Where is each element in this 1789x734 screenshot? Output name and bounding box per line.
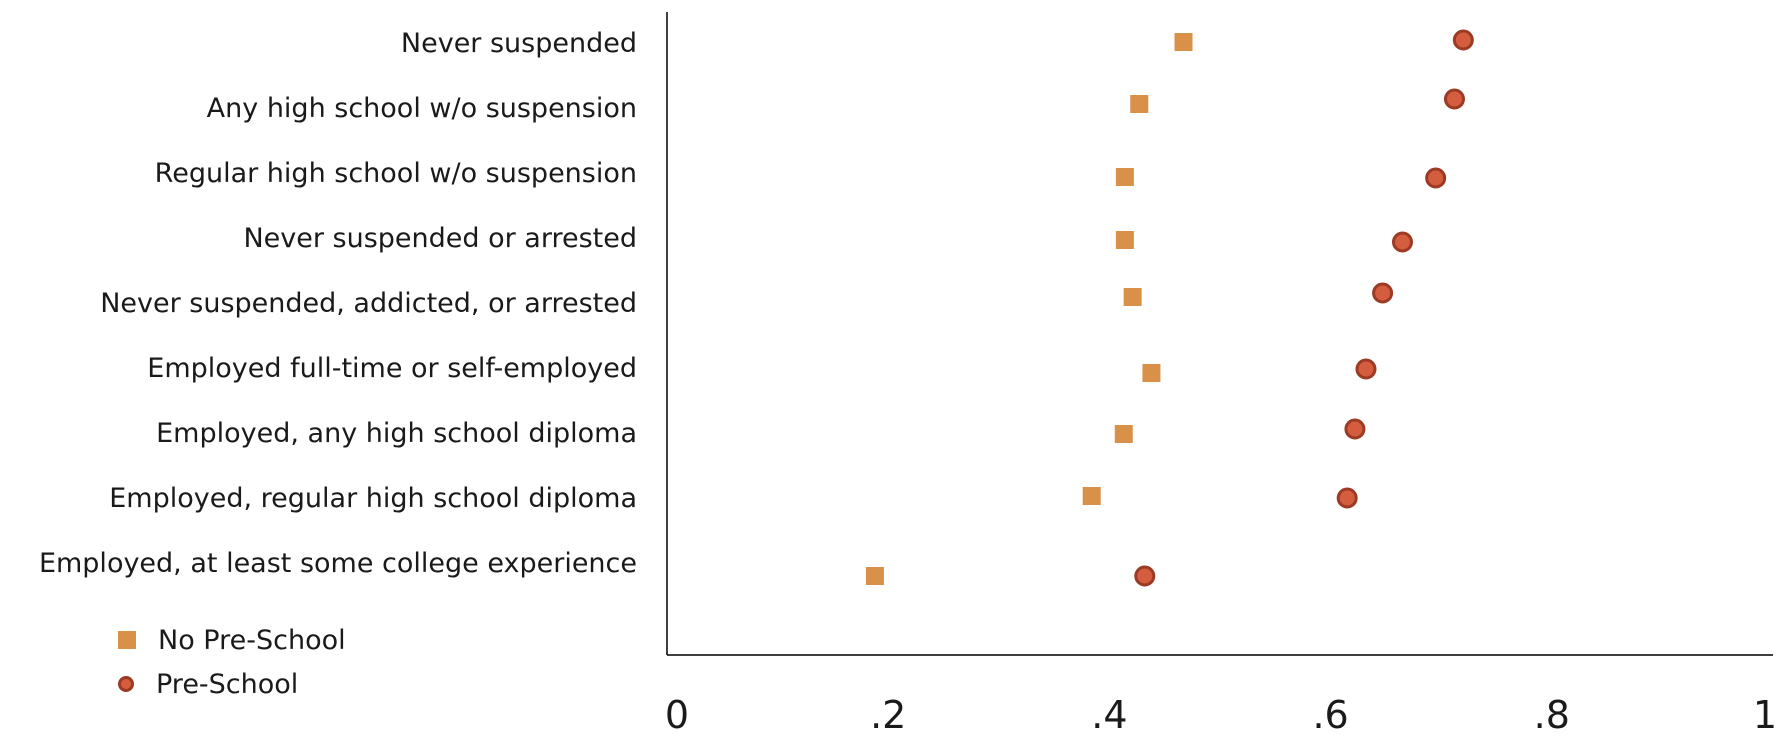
preschool-point xyxy=(1443,88,1465,110)
x-tick-label: 0 xyxy=(665,693,689,734)
preschool-point xyxy=(1452,29,1474,51)
no-preschool-point xyxy=(1115,168,1134,186)
preschool-point xyxy=(1134,565,1156,587)
legend-label: Pre-School xyxy=(156,668,299,700)
preschool-point xyxy=(1391,231,1413,253)
preschool-point xyxy=(1344,418,1366,440)
preschool-point xyxy=(1372,282,1394,304)
legend-label: No Pre-School xyxy=(158,624,346,656)
preschool-point xyxy=(1336,487,1358,509)
square-marker-icon xyxy=(118,631,136,649)
legend-item-no-preschool: No Pre-School xyxy=(118,618,346,662)
preschool-point xyxy=(1425,167,1447,189)
category-label: Employed full-time or self-employed xyxy=(147,353,637,384)
legend-item-preschool: Pre-School xyxy=(118,662,346,706)
category-label: Regular high school w/o suspension xyxy=(155,158,637,189)
no-preschool-point xyxy=(1115,231,1134,249)
category-label: Employed, at least some college experien… xyxy=(39,548,637,579)
x-tick-label: .2 xyxy=(870,693,906,734)
chart-axes xyxy=(666,12,1773,656)
no-preschool-point xyxy=(1130,95,1149,113)
no-preschool-point xyxy=(1174,33,1193,51)
no-preschool-point xyxy=(1142,364,1161,382)
no-preschool-point xyxy=(1082,487,1101,505)
no-preschool-point xyxy=(1123,288,1142,306)
x-tick-label: .8 xyxy=(1534,693,1570,734)
category-label: Never suspended, addicted, or arrested xyxy=(100,288,637,319)
category-label: Never suspended xyxy=(401,28,637,59)
no-preschool-point xyxy=(1114,425,1133,443)
x-tick-label: 1 xyxy=(1753,693,1777,734)
x-tick-labels: 0 .2 .4 .6 .8 1 xyxy=(665,693,1777,734)
category-label: Never suspended or arrested xyxy=(243,223,637,254)
category-label: Employed, any high school diploma xyxy=(156,418,637,449)
category-label: Employed, regular high school diploma xyxy=(109,483,637,514)
category-labels: Never suspended Any high school w/o suspe… xyxy=(39,28,637,579)
legend: No Pre-School Pre-School xyxy=(118,618,346,706)
x-tick-label: .6 xyxy=(1312,693,1348,734)
circle-marker-icon xyxy=(118,676,134,692)
x-tick-label: .4 xyxy=(1091,693,1127,734)
data-points xyxy=(865,29,1474,587)
preschool-point xyxy=(1355,358,1377,380)
no-preschool-point xyxy=(865,567,884,585)
category-label: Any high school w/o suspension xyxy=(207,93,637,124)
